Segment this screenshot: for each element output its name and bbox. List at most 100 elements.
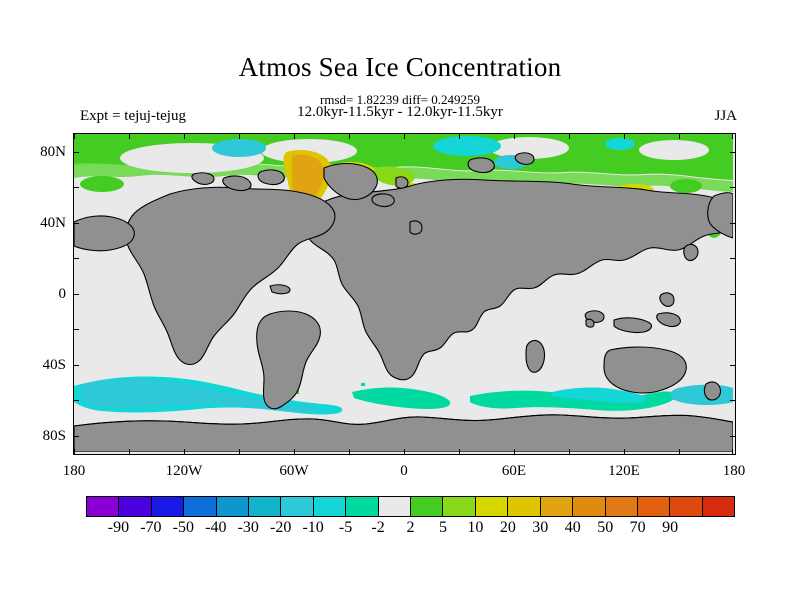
land-masses — [74, 152, 733, 452]
x-tick-top — [514, 134, 515, 139]
y-tick-right — [730, 400, 735, 401]
y-tick — [74, 436, 79, 437]
y-axis-label-80s: 80S — [42, 428, 66, 444]
colorbar-cell-2 — [151, 497, 185, 516]
colorbar-cell-13 — [508, 497, 541, 516]
y-tick — [74, 329, 79, 330]
colorbar-tick-50: 50 — [597, 519, 614, 536]
y-tick-right — [730, 329, 735, 330]
colorbar-tick-10: 10 — [467, 519, 484, 536]
colorbar-tick--90: -90 — [107, 519, 130, 536]
colorbar-tick--5: -5 — [338, 519, 353, 536]
colorbar-tick-70: 70 — [629, 519, 646, 536]
x-tick — [74, 449, 75, 454]
colorbar-cell-18 — [670, 497, 703, 516]
x-tick — [679, 449, 680, 454]
experiment-label: Expt = tejuj-tejug — [80, 108, 186, 124]
y-axis-label-40s: 40S — [42, 357, 66, 373]
x-tick — [624, 449, 625, 454]
x-axis-label-180w: 180 — [62, 463, 86, 479]
colorbar-cells[interactable] — [86, 496, 735, 517]
y-tick — [74, 258, 79, 259]
y-tick — [74, 152, 79, 153]
x-tick — [404, 449, 405, 454]
x-tick — [459, 449, 460, 454]
x-tick — [184, 449, 185, 454]
y-tick-right — [730, 365, 735, 366]
x-tick-top — [732, 134, 733, 139]
colorbar-cell-14 — [540, 497, 574, 516]
y-tick — [74, 223, 79, 224]
y-tick-right — [730, 258, 735, 259]
y-tick-right — [730, 152, 735, 153]
colorbar-cell-19 — [702, 497, 735, 516]
y-tick-right — [730, 436, 735, 437]
x-axis-label-0: 0 — [400, 463, 408, 479]
x-tick-top — [404, 134, 405, 139]
x-tick-top — [239, 134, 240, 139]
x-axis-label-60e: 60E — [501, 463, 527, 479]
x-axis-label-120w: 120W — [165, 463, 203, 479]
y-axis-label-80n: 80N — [40, 144, 66, 160]
x-tick — [129, 449, 130, 454]
x-tick-top — [569, 134, 570, 139]
colorbar-cell-7 — [313, 497, 347, 516]
colorbar-tick--70: -70 — [140, 519, 162, 536]
x-tick-top — [74, 134, 75, 139]
x-tick — [294, 449, 295, 454]
x-tick-top — [184, 134, 185, 139]
y-tick-right — [730, 223, 735, 224]
colorbar-tick-5: 5 — [438, 519, 447, 536]
x-axis-label-120e: 120E — [608, 463, 640, 479]
colorbar-cell-6 — [281, 497, 314, 516]
colorbar-cell-1 — [119, 497, 152, 516]
x-tick — [514, 449, 515, 454]
y-tick-right — [730, 187, 735, 188]
x-tick — [349, 449, 350, 454]
colorbar-cell-8 — [346, 497, 379, 516]
colorbar-tick-20: 20 — [499, 519, 516, 536]
colorbar-tick-40: 40 — [564, 519, 581, 536]
colorbar-tick-30: 30 — [532, 519, 549, 536]
colorbar-cell-4 — [216, 497, 250, 516]
map-plot-area[interactable] — [73, 133, 736, 455]
subtitle-statistics: rmsd= 1.82239 diff= 0.249259 — [320, 92, 480, 107]
x-tick-top — [129, 134, 130, 139]
colorbar-cell-15 — [573, 497, 606, 516]
y-tick-right — [730, 294, 735, 295]
colorbar-cell-9 — [378, 497, 412, 516]
y-axis-label-0: 0 — [58, 286, 67, 302]
x-axis-label-60w: 60W — [279, 463, 309, 479]
colorbar-cell-17 — [637, 497, 671, 516]
x-tick-top — [679, 134, 680, 139]
y-tick — [74, 365, 79, 366]
colorbar-tick--20: -20 — [270, 519, 292, 536]
x-tick — [732, 449, 733, 454]
colorbar-cell-10 — [411, 497, 444, 516]
colorbar-cell-3 — [184, 497, 217, 516]
colorbar-cell-5 — [249, 497, 282, 516]
x-tick — [239, 449, 240, 454]
colorbar-tick--50: -50 — [172, 519, 194, 536]
y-axis-label-40n: 40N — [40, 215, 66, 231]
colorbar-tick-2: 2 — [406, 519, 415, 536]
colorbar-tick-90: 90 — [662, 519, 679, 536]
anomaly-shading — [74, 134, 733, 415]
colorbar-tick--40: -40 — [205, 519, 227, 536]
colorbar[interactable]: -90 -70 -50 -40 -30 -20 -10 -5 -2 2 5 10 20 30 40 50 70 9… — [86, 496, 735, 536]
colorbar-tick--10: -10 — [302, 519, 324, 536]
page-title: Atmos Sea Ice Concentration — [238, 52, 562, 82]
coastlines — [74, 414, 733, 427]
x-tick-top — [294, 134, 295, 139]
colorbar-tick--30: -30 — [237, 519, 259, 536]
x-tick — [569, 449, 570, 454]
y-tick — [74, 400, 79, 401]
subtitle-case-comparison: 12.0kyr-11.5kyr - 12.0kyr-11.5kyr — [297, 104, 503, 120]
x-axis-label-180e: 180 — [722, 463, 746, 479]
y-tick — [74, 187, 79, 188]
x-tick-top — [624, 134, 625, 139]
colorbar-tick--2: -2 — [371, 519, 385, 536]
x-tick-top — [349, 134, 350, 139]
colorbar-cell-11 — [443, 497, 476, 516]
world-map — [74, 134, 733, 452]
